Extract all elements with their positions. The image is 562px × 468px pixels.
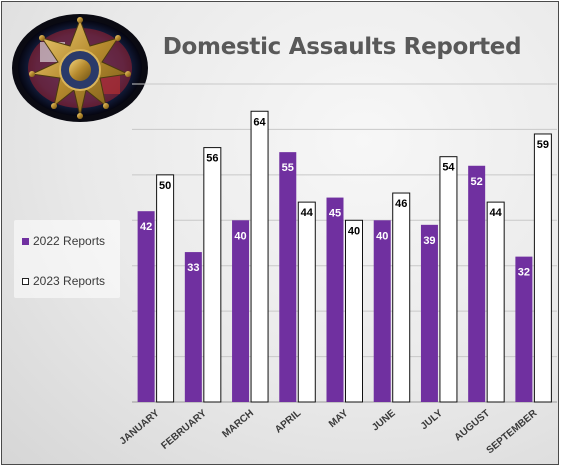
data-label-2023: 56 [206, 153, 218, 165]
bar-2022 [420, 224, 438, 402]
x-tick-label: AUGUST [453, 408, 492, 444]
data-label-2023: 59 [537, 139, 549, 151]
data-label-2022: 40 [234, 230, 246, 242]
bar-2023 [439, 156, 458, 403]
data-label-2023: 40 [348, 225, 360, 237]
legend-item-2023: 2023 Reports [22, 274, 105, 288]
x-tick-label: APRIL [273, 408, 303, 436]
x-tick-label: JULY [419, 408, 445, 432]
bar-2023 [345, 219, 363, 403]
bar-2023 [297, 201, 316, 403]
bar-2022 [184, 252, 202, 402]
legend-label-2023: 2023 Reports [33, 274, 106, 288]
x-tick-label: MAY [327, 408, 351, 430]
data-label-2022: 42 [140, 221, 152, 233]
bar-2022 [279, 152, 297, 402]
x-tick-label: SEPTEMBER [485, 407, 540, 456]
bar-2022 [326, 197, 344, 402]
data-label-2022: 52 [471, 176, 483, 188]
chart-title: Domestic Assaults Reported [162, 34, 522, 60]
sheriff-star-badge-icon [12, 14, 148, 122]
data-label-2023: 46 [395, 198, 407, 210]
data-label-2023: 44 [301, 207, 314, 219]
x-tick-label: FEBRUARY [159, 408, 209, 452]
data-label-2023: 44 [490, 207, 503, 219]
x-tick-label: JANUARY [118, 408, 162, 447]
data-label-2023: 50 [159, 180, 171, 192]
data-label-2022: 55 [282, 162, 294, 174]
legend-swatch-2022 [22, 237, 29, 245]
data-label-2022: 45 [329, 208, 341, 220]
legend-swatch-2023 [22, 277, 29, 285]
bar-2022 [373, 220, 391, 402]
data-label-2023: 54 [442, 162, 455, 174]
bar-2022 [137, 211, 155, 402]
data-label-2022: 32 [518, 267, 530, 279]
bar-2022 [232, 220, 250, 402]
bar-2023 [250, 110, 269, 403]
data-label-2022: 39 [423, 235, 435, 247]
bar-2022 [468, 165, 486, 402]
bar-2023 [392, 192, 411, 403]
x-tick-label: MARCH [220, 408, 256, 440]
legend: 2022 Reports 2023 Reports [14, 220, 120, 298]
bar-2022 [515, 256, 533, 402]
legend-label-2022: 2022 Reports [33, 234, 106, 248]
x-tick-label: JUNE [370, 408, 398, 434]
legend-item-2022: 2022 Reports [22, 234, 105, 248]
data-label-2023: 64 [253, 116, 266, 128]
data-label-2022: 40 [376, 230, 388, 242]
bar-2023 [533, 133, 552, 403]
data-label-2022: 33 [187, 262, 199, 274]
bar-2023 [486, 201, 505, 403]
bar-2023 [156, 174, 175, 403]
bar-2023 [203, 147, 222, 403]
